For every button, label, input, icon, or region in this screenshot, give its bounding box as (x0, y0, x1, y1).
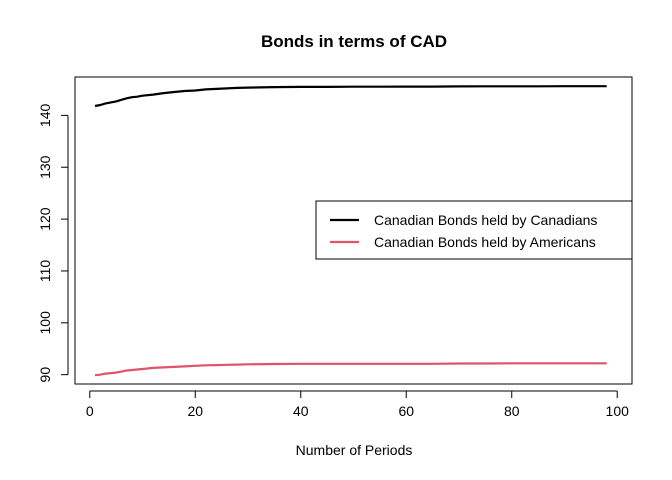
x-tick-label: 80 (504, 403, 520, 419)
legend-label-2: Canadian Bonds held by Americans (374, 234, 596, 250)
series-line-2 (94, 362, 607, 377)
y-tick-label: 120 (37, 207, 53, 231)
y-axis: 90 100 110 120 130 140 (37, 103, 69, 383)
y-tick-label: 110 (37, 260, 53, 283)
x-tick-label: 20 (187, 403, 203, 419)
x-tick-label: 100 (606, 403, 630, 419)
x-tick-label: 0 (86, 403, 94, 419)
legend-label-1: Canadian Bonds held by Canadians (374, 212, 597, 228)
x-axis: 0 20 40 60 80 100 (86, 390, 630, 419)
legend-box (315, 200, 633, 260)
y-tick-label: 100 (37, 311, 53, 335)
y-tick-label: 140 (37, 103, 53, 127)
series-line-1 (94, 85, 607, 108)
x-tick-label: 60 (398, 403, 414, 419)
x-tick-label: 40 (293, 403, 309, 419)
legend: Canadian Bonds held by Canadians Canadian… (315, 200, 633, 260)
chart-title: Bonds in terms of CAD (261, 32, 447, 51)
x-axis-label: Number of Periods (296, 442, 413, 458)
y-tick-label: 130 (37, 155, 53, 179)
series-layer (94, 85, 607, 377)
y-tick-label: 90 (37, 367, 53, 383)
